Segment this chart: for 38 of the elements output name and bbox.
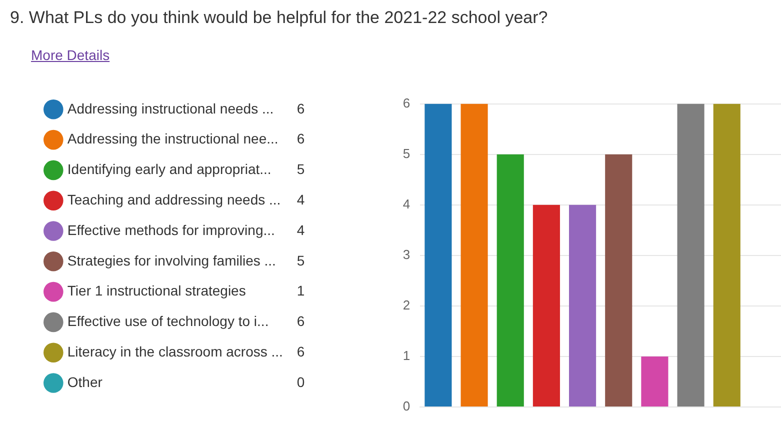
legend-label: Effective use of technology to i... <box>67 313 269 330</box>
legend-label: Other <box>67 374 103 390</box>
text: 1 <box>296 282 305 299</box>
text: 4 <box>296 222 305 238</box>
bar <box>496 154 524 406</box>
text: 4 <box>296 191 305 208</box>
y-tick-label: 5 <box>402 146 410 161</box>
y-tick-label: 6 <box>402 95 410 110</box>
text: 5 <box>296 161 305 178</box>
text: More Details <box>31 47 110 63</box>
y-tick-label: 3 <box>402 246 410 262</box>
bar <box>713 104 740 406</box>
bar <box>532 204 560 406</box>
text: 6 <box>296 100 305 116</box>
text: 0 <box>296 374 305 390</box>
bar <box>641 356 668 406</box>
legend-label: Tier 1 instructional strategies <box>67 282 246 299</box>
text: 9. What PLs do you think would be helpful for the 2021-22 school year? <box>10 8 548 28</box>
y-tick-label: 4 <box>402 196 410 212</box>
text: 6 <box>296 130 305 147</box>
y-tick-label: 0 <box>402 398 410 414</box>
legend-label: Teaching and addressing needs ... <box>67 191 281 208</box>
y-tick-label: 2 <box>402 298 410 313</box>
legend-label: Literacy in the classroom across ... <box>67 343 283 360</box>
bar <box>605 154 632 406</box>
legend-label: Identifying early and appropriat... <box>67 161 272 178</box>
bar <box>569 204 596 406</box>
text: 5 <box>296 252 305 268</box>
legend-label: Strategies for involving families ... <box>67 252 276 268</box>
y-tick-label: 1 <box>402 348 410 364</box>
text: 6 <box>296 313 305 330</box>
bar <box>677 104 704 406</box>
bar <box>424 104 452 406</box>
legend-label: Addressing the instructional nee... <box>67 130 278 147</box>
text: 6 <box>296 343 305 360</box>
legend-label: Effective methods for improving... <box>67 222 275 238</box>
legend-label: Addressing instructional needs ... <box>67 100 274 116</box>
bar <box>460 104 488 406</box>
